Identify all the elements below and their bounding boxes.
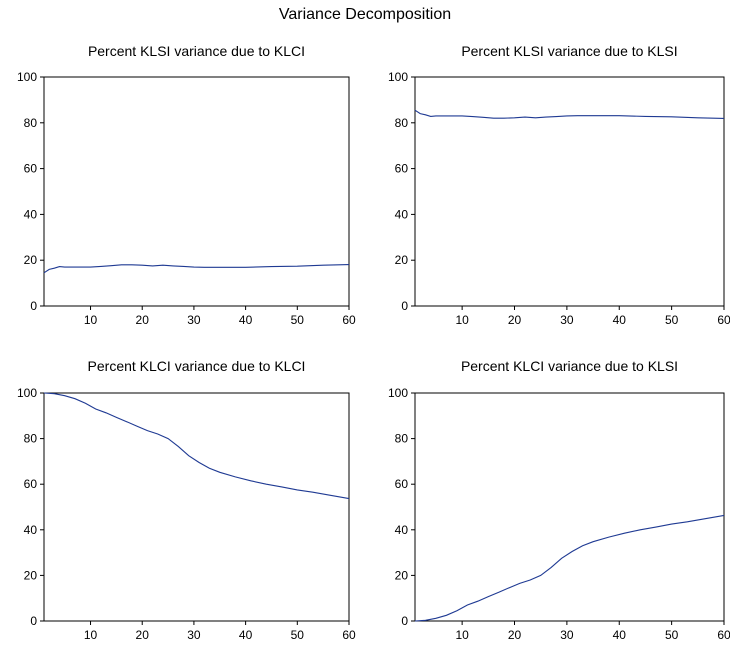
panel-title: Percent KLCI variance due to KLSI xyxy=(461,358,678,374)
y-tick-label: 40 xyxy=(24,207,38,221)
y-tick-label: 20 xyxy=(24,568,38,582)
plot-frame xyxy=(43,76,350,307)
plot-frame xyxy=(43,392,350,622)
y-tick-label: 40 xyxy=(395,207,409,221)
y-tick-label: 40 xyxy=(395,523,409,537)
y-tick-label: 80 xyxy=(24,116,38,130)
y-tick-label: 100 xyxy=(388,70,408,84)
x-tick-label: 60 xyxy=(342,313,356,327)
x-tick-label: 20 xyxy=(508,628,522,642)
x-tick-label: 50 xyxy=(665,313,679,327)
y-tick-label: 60 xyxy=(395,162,409,176)
y-tick-label: 0 xyxy=(30,614,37,628)
y-tick-label: 80 xyxy=(395,116,409,130)
y-tick-label: 80 xyxy=(395,432,409,446)
plot-frame xyxy=(414,392,725,622)
y-tick-label: 100 xyxy=(388,386,408,400)
panel-title: Percent KLSI variance due to KLSI xyxy=(461,43,677,59)
series-line xyxy=(43,392,350,500)
panel-klsi-due-to-klsi: Percent KLSI variance due to KLSI 0 20 40 60… xyxy=(388,43,730,327)
x-tick-label: 10 xyxy=(84,628,98,642)
panel-klci-due-to-klsi: Percent KLCI variance due to KLSI 0 20 40 60… xyxy=(388,358,730,642)
panel-title: Percent KLSI variance due to KLCI xyxy=(88,43,305,59)
x-tick-label: 40 xyxy=(613,628,627,642)
y-tick-label: 0 xyxy=(401,614,408,628)
x-tick-label: 10 xyxy=(455,313,469,327)
panel-klsi-due-to-klci: Percent KLSI variance due to KLCI 0 20 40 60… xyxy=(17,43,356,327)
x-tick-label: 10 xyxy=(455,628,469,642)
x-tick-label: 10 xyxy=(84,313,98,327)
y-tick-label: 100 xyxy=(17,70,37,84)
y-tick-label: 20 xyxy=(395,568,409,582)
y-tick-label: 60 xyxy=(24,477,38,491)
panel-title: Percent KLCI variance due to KLCI xyxy=(88,358,306,374)
y-tick-label: 0 xyxy=(30,299,37,313)
series-line xyxy=(43,264,350,274)
y-tick-label: 40 xyxy=(24,523,38,537)
x-tick-label: 60 xyxy=(342,628,356,642)
plot-frame xyxy=(414,76,725,307)
y-tick-label: 20 xyxy=(24,253,38,267)
x-tick-label: 40 xyxy=(239,313,253,327)
series-line xyxy=(414,514,725,622)
panel-klci-due-to-klci: Percent KLCI variance due to KLCI 0 20 40 60… xyxy=(17,358,356,642)
x-tick-label: 20 xyxy=(508,313,522,327)
x-tick-label: 50 xyxy=(665,628,679,642)
y-tick-label: 20 xyxy=(395,253,409,267)
y-tick-label: 60 xyxy=(395,477,409,491)
y-tick-label: 100 xyxy=(17,386,37,400)
series-line xyxy=(414,109,725,119)
x-tick-label: 40 xyxy=(239,628,253,642)
x-tick-label: 20 xyxy=(136,313,150,327)
y-tick-label: 0 xyxy=(401,299,408,313)
x-tick-label: 60 xyxy=(717,628,730,642)
figure-title: Variance Decomposition xyxy=(278,6,452,23)
x-tick-label: 30 xyxy=(187,313,201,327)
y-tick-label: 80 xyxy=(24,432,38,446)
x-tick-label: 20 xyxy=(136,628,150,642)
y-tick-label: 60 xyxy=(24,162,38,176)
x-tick-label: 50 xyxy=(291,628,305,642)
x-tick-label: 60 xyxy=(717,313,730,327)
x-tick-label: 30 xyxy=(560,313,574,327)
x-tick-label: 30 xyxy=(187,628,201,642)
x-tick-label: 30 xyxy=(560,628,574,642)
x-tick-label: 40 xyxy=(613,313,627,327)
x-tick-label: 50 xyxy=(291,313,305,327)
